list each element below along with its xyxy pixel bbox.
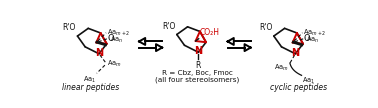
Text: Aa$_{m+2}$: Aa$_{m+2}$ xyxy=(107,28,130,38)
Text: Aa$_n$: Aa$_n$ xyxy=(307,34,320,45)
Text: Aa$_1$: Aa$_1$ xyxy=(302,76,316,86)
Text: R'O: R'O xyxy=(62,23,76,32)
Text: (all four stereoisomers): (all four stereoisomers) xyxy=(155,77,240,83)
Text: O: O xyxy=(107,34,114,43)
Text: Aa$_n$: Aa$_n$ xyxy=(110,34,123,45)
Text: N: N xyxy=(291,48,299,58)
Text: N: N xyxy=(95,48,103,58)
Text: R'O: R'O xyxy=(259,23,272,32)
Text: N: N xyxy=(194,46,202,56)
Text: Aa$_1$: Aa$_1$ xyxy=(83,75,96,85)
Text: cyclic peptides: cyclic peptides xyxy=(270,83,327,91)
Text: Aa$_m$: Aa$_m$ xyxy=(274,62,289,72)
Text: linear peptides: linear peptides xyxy=(62,83,119,91)
Text: R'O: R'O xyxy=(162,22,175,31)
Text: CO₂H: CO₂H xyxy=(200,28,220,37)
Text: Aa$_m$: Aa$_m$ xyxy=(107,59,122,69)
Text: O: O xyxy=(304,34,310,43)
Text: R: R xyxy=(196,61,201,70)
Text: Aa$_{m+2}$: Aa$_{m+2}$ xyxy=(303,28,327,38)
Text: R = Cbz, Boc, Fmoc: R = Cbz, Boc, Fmoc xyxy=(162,70,233,76)
